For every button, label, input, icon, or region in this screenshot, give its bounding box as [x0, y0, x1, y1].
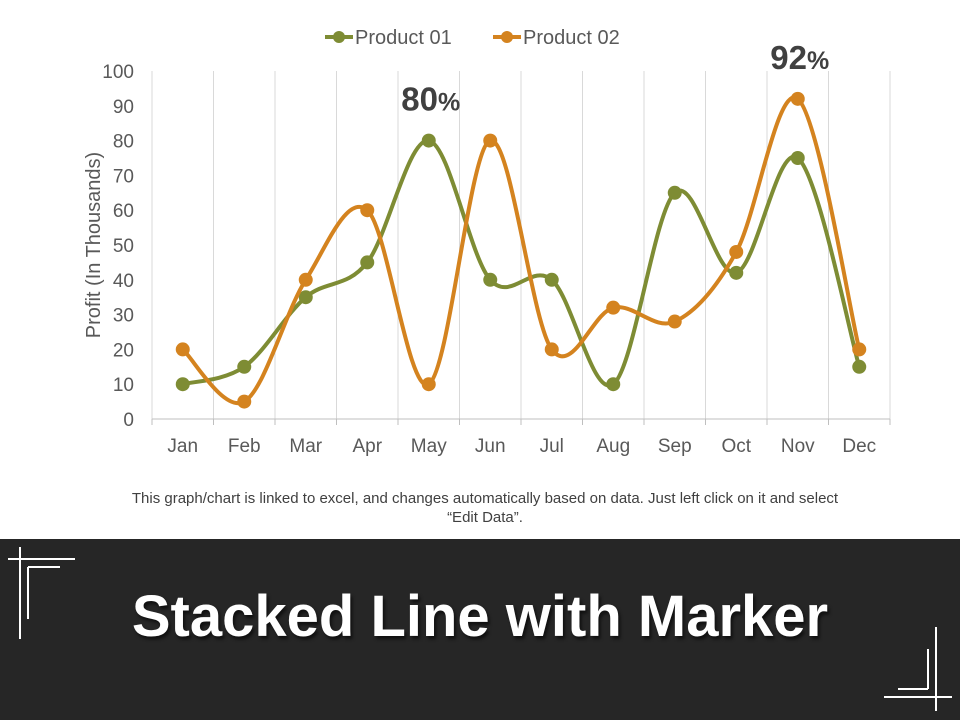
- corner-ornament-bottom-right: [884, 627, 952, 711]
- x-tick-label: Mar: [289, 436, 322, 457]
- y-tick-label: 60: [113, 201, 134, 222]
- x-tick-label: Nov: [781, 436, 815, 457]
- data-point-product-01: [544, 272, 559, 287]
- corner-ornament-top-left: [8, 547, 75, 639]
- data-point-product-02: [544, 342, 559, 357]
- data-point-product-01: [298, 290, 313, 305]
- data-annotation: 92%: [770, 39, 829, 76]
- legend-swatch-marker: [501, 31, 513, 43]
- data-point-product-01: [421, 133, 436, 148]
- x-tick-label: Apr: [352, 436, 382, 457]
- legend-swatch-marker: [333, 31, 345, 43]
- x-tick-label: Jul: [540, 436, 564, 457]
- data-point-product-01: [606, 377, 621, 392]
- legend-item-product-02: Product 02: [493, 27, 620, 49]
- data-point-product-01: [360, 255, 375, 270]
- x-tick-label: Sep: [658, 436, 692, 457]
- y-tick-label: 10: [113, 375, 134, 396]
- data-point-product-01: [667, 185, 682, 200]
- x-tick-label: May: [411, 436, 447, 457]
- legend-label: Product 02: [523, 27, 620, 49]
- x-tick-label: Aug: [596, 436, 630, 457]
- data-point-product-01: [175, 377, 190, 392]
- data-point-product-01: [852, 359, 867, 374]
- data-point-product-01: [483, 272, 498, 287]
- legend-label: Product 01: [355, 27, 452, 49]
- data-point-product-02: [729, 244, 744, 259]
- slide-title: Stacked Line with Marker: [131, 584, 829, 649]
- data-point-product-01: [237, 359, 252, 374]
- data-point-product-02: [298, 272, 313, 287]
- y-tick-label: 80: [113, 132, 134, 153]
- x-tick-label: Feb: [228, 436, 261, 457]
- y-tick-label: 20: [113, 340, 134, 361]
- x-tick-label: Jun: [475, 436, 506, 457]
- y-tick-label: 30: [113, 306, 134, 327]
- y-tick-label: 50: [113, 236, 134, 257]
- data-point-product-02: [852, 342, 867, 357]
- data-annotation: 80%: [401, 81, 460, 118]
- y-tick-label: 70: [113, 166, 134, 187]
- y-tick-label: 0: [123, 410, 134, 431]
- x-tick-label: Dec: [842, 436, 876, 457]
- y-axis-label: Profit (In Thousands): [83, 152, 105, 338]
- y-tick-label: 90: [113, 97, 134, 118]
- line-chart: 0 10 20 30 40 50 60 70 80 90 100 Jan Feb Mar Apr May Jun…: [83, 27, 891, 457]
- data-point-product-02: [483, 133, 498, 148]
- legend-item-product-01: Product 01: [325, 27, 452, 49]
- data-point-product-02: [421, 377, 436, 392]
- data-point-product-02: [790, 91, 805, 106]
- y-tick-label: 40: [113, 271, 134, 292]
- data-point-product-01: [790, 151, 805, 165]
- title-banner: Stacked Line with Marker: [0, 539, 960, 720]
- data-point-product-02: [237, 394, 252, 409]
- data-point-product-02: [360, 203, 375, 218]
- data-point-product-02: [606, 300, 621, 315]
- data-point-product-01: [729, 265, 744, 280]
- data-point-product-02: [175, 342, 190, 357]
- x-tick-label: Jan: [167, 436, 198, 457]
- data-point-product-02: [667, 314, 682, 329]
- chart-note: This graph/chart is linked to excel, and…: [131, 490, 839, 526]
- x-tick-label: Oct: [721, 436, 751, 457]
- y-tick-label: 100: [102, 62, 134, 83]
